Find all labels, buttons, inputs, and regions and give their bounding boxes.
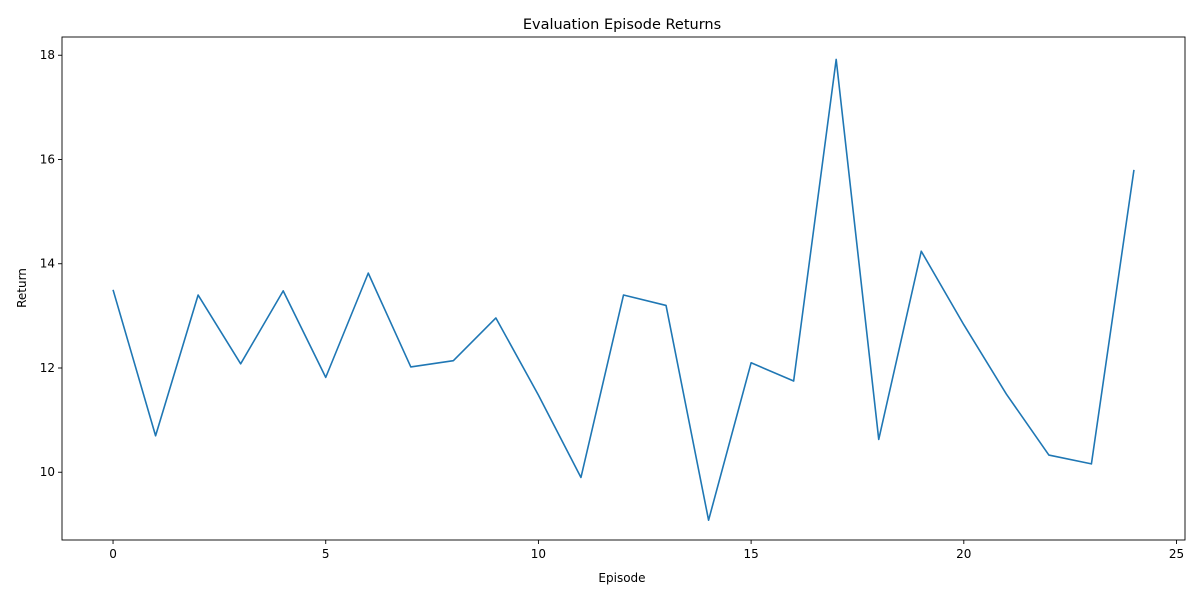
plot-area [61,36,1186,541]
plot-frame [61,36,1186,541]
y-tick-label: 10 [40,465,55,479]
x-tick-label: 15 [743,547,758,561]
y-tick-label: 18 [40,48,55,62]
x-tick-label: 10 [531,547,546,561]
series-line-0 [112,58,1135,521]
y-axis-label: Return [15,268,29,308]
y-tick-label: 16 [40,152,55,166]
y-tick-label: 12 [40,361,55,375]
x-tick-label: 25 [1169,547,1184,561]
chart-title: Evaluation Episode Returns [523,17,721,33]
y-axis-ticks: 10 12 14 16 18 [40,48,62,479]
x-axis-ticks: 0 5 10 15 20 25 [109,540,1184,561]
x-tick-label: 0 [109,547,117,561]
x-tick-label: 20 [956,547,971,561]
y-tick-label: 14 [40,257,55,271]
x-axis-label: Episode [598,571,645,585]
x-tick-label: 5 [322,547,330,561]
